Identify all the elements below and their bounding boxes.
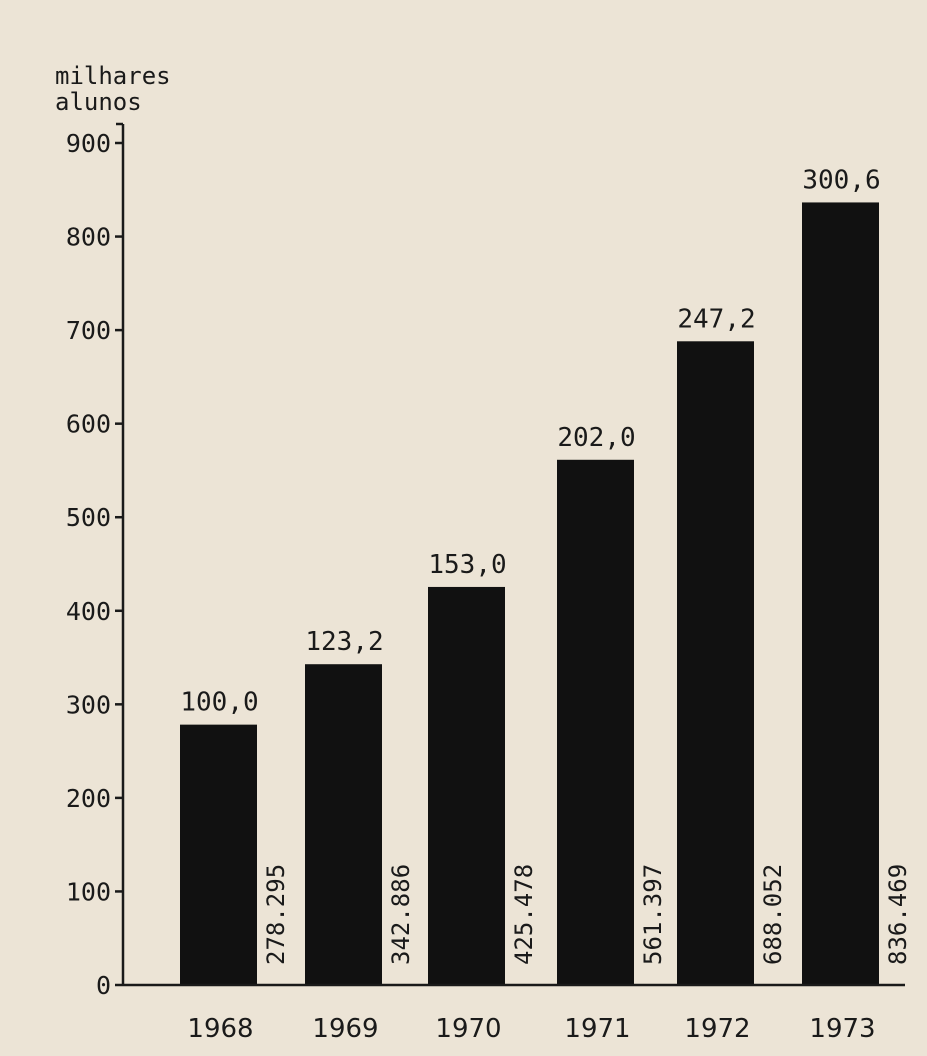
index-label-1968: 100,0 bbox=[180, 688, 258, 718]
bar-1973 bbox=[802, 202, 879, 986]
x-tick-label-1969: 1969 bbox=[312, 1014, 378, 1044]
value-label-1972: 688.052 bbox=[759, 864, 787, 965]
y-tick-label: 0 bbox=[96, 971, 111, 1000]
y-axis-unit-line1: milhares bbox=[55, 62, 171, 90]
value-label-1971: 561.397 bbox=[639, 864, 667, 965]
x-tick-label-1968: 1968 bbox=[187, 1014, 253, 1044]
value-label-1973: 836.469 bbox=[884, 864, 912, 965]
y-tick-label: 200 bbox=[66, 784, 111, 813]
value-label-1970: 425.478 bbox=[510, 864, 538, 965]
x-tick-label-1973: 1973 bbox=[809, 1014, 875, 1044]
x-tick-label-1972: 1972 bbox=[684, 1014, 750, 1044]
y-tick-label: 900 bbox=[66, 129, 111, 158]
index-label-1973: 300,6 bbox=[802, 165, 880, 195]
x-tick-label-1970: 1970 bbox=[435, 1014, 501, 1044]
value-label-1968: 278.295 bbox=[262, 864, 290, 965]
y-tick-label: 100 bbox=[66, 877, 111, 906]
y-tick-label: 700 bbox=[66, 316, 111, 345]
index-label-1969: 123,2 bbox=[305, 627, 383, 657]
value-label-1969: 342.886 bbox=[387, 864, 415, 965]
y-tick-label: 500 bbox=[66, 503, 111, 532]
x-axis: 1968 1969 1970 1971 1972 1973 bbox=[123, 983, 905, 1044]
y-tick-label: 400 bbox=[66, 597, 111, 626]
y-axis-unit-line2: alunos bbox=[55, 88, 142, 116]
index-label-1972: 247,2 bbox=[677, 304, 755, 334]
bar-1971 bbox=[557, 459, 634, 985]
x-tick-label-1971: 1971 bbox=[564, 1014, 630, 1044]
y-tick-label: 600 bbox=[66, 410, 111, 439]
bar-1972 bbox=[677, 341, 754, 985]
bar-1970 bbox=[428, 586, 505, 985]
bar-1968 bbox=[180, 724, 257, 985]
bars: 100,0 278.295 123,2 342.886 153,0 425.478 202,… bbox=[180, 165, 912, 986]
y-tick-label: 800 bbox=[66, 223, 111, 252]
bar-1969 bbox=[305, 664, 382, 985]
y-tick-label: 300 bbox=[66, 690, 111, 719]
y-axis: 0 100 200 300 400 500 600 700 800 900 bbox=[66, 122, 125, 1000]
index-label-1971: 202,0 bbox=[557, 423, 635, 453]
index-label-1970: 153,0 bbox=[428, 550, 506, 580]
